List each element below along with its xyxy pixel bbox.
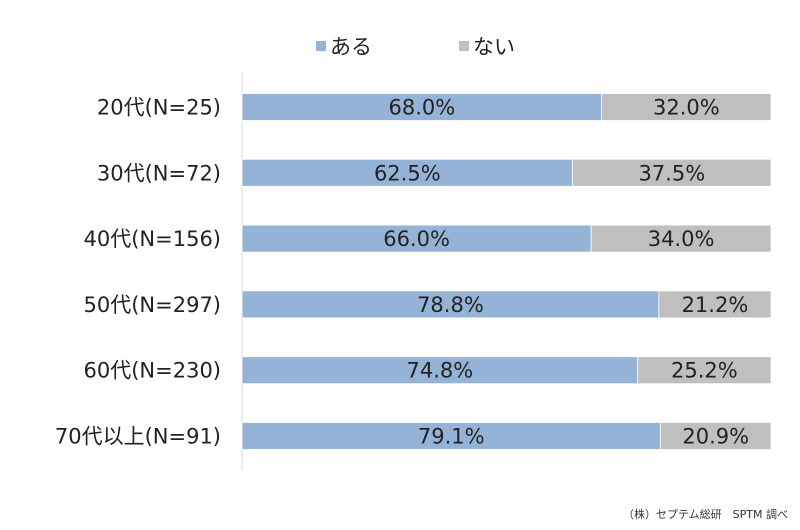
category-label-6: 70代以上(N=91) [55, 425, 221, 449]
bar-nai-3 [590, 224, 772, 253]
category-label-4: 50代(N=297) [84, 293, 222, 317]
bar-nai-6 [660, 422, 772, 450]
data-label-nai-4: 21.2% [682, 293, 749, 317]
bar-aru-6 [241, 422, 661, 450]
source-note: （株）セプテム総研 SPTM 調べ [623, 508, 788, 521]
data-label-aru-6: 79.1% [418, 425, 485, 449]
category-label-3: 40代(N=156) [84, 227, 222, 251]
legend-swatch-1 [316, 41, 326, 51]
bar-nai-1 [601, 93, 772, 121]
bar-nai-5 [637, 356, 772, 385]
legend-label-1: ある [330, 35, 372, 59]
category-label-1: 20代(N=25) [97, 96, 221, 120]
data-label-aru-1: 68.0% [389, 96, 456, 120]
legend-label-2: ない [473, 35, 515, 59]
category-label-2: 30代(N=72) [97, 161, 221, 185]
data-label-nai-6: 20.9% [682, 425, 749, 449]
data-label-nai-3: 34.0% [648, 227, 715, 251]
bars-group: 68.0% 32.0% 62.5% 37.5% 66.0% 34.0% 78.8% 21.2%… [241, 93, 772, 450]
legend: ある ない [316, 35, 515, 59]
legend-swatch-2 [459, 41, 469, 51]
data-label-aru-5: 74.8% [406, 359, 473, 383]
data-label-nai-1: 32.0% [653, 96, 720, 120]
bar-nai-4 [658, 290, 772, 319]
category-label-5: 60代(N=230) [84, 359, 222, 383]
category-labels: 20代(N=25) 30代(N=72) 40代(N=156) 50代(N=297) 60… [55, 96, 221, 449]
data-label-nai-5: 25.2% [671, 359, 738, 383]
data-label-aru-3: 66.0% [383, 227, 450, 251]
data-label-nai-2: 37.5% [638, 161, 705, 185]
data-label-aru-4: 78.8% [417, 293, 484, 317]
bar-aru-2 [241, 158, 574, 187]
bar-aru-5 [241, 356, 639, 385]
data-label-aru-2: 62.5% [374, 161, 441, 185]
bar-nai-2 [572, 158, 772, 187]
